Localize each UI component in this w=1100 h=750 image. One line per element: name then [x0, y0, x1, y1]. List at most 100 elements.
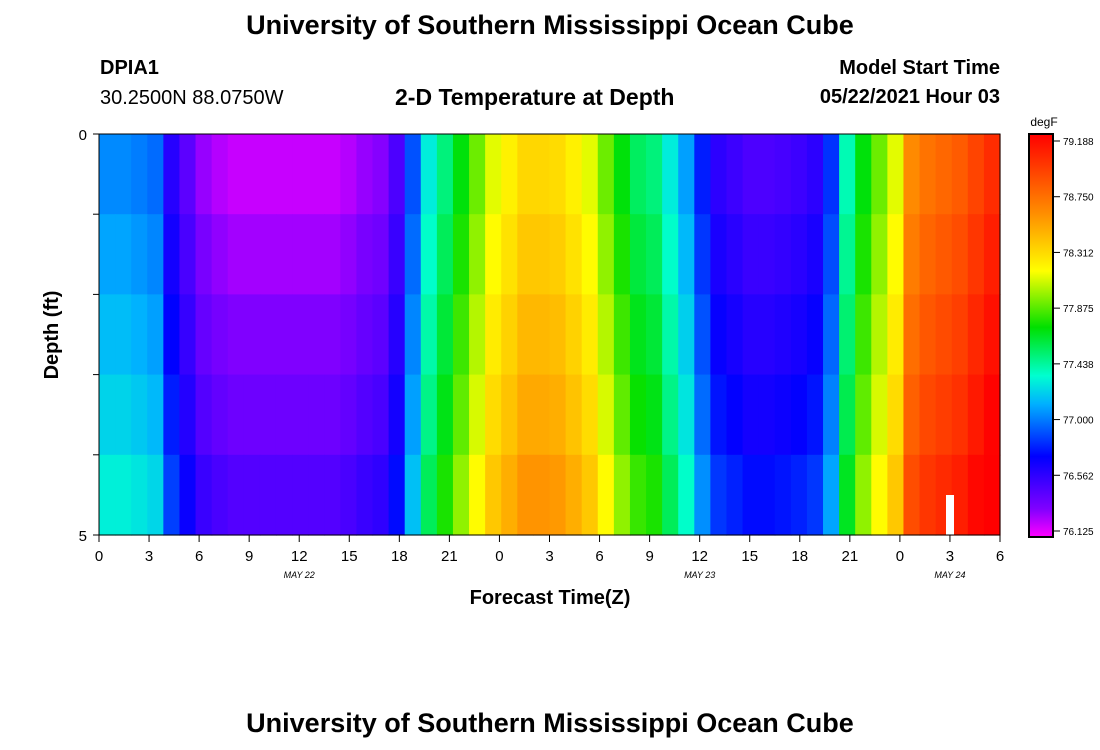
heatmap-cell: [469, 294, 486, 376]
heatmap-cell: [887, 214, 905, 295]
heatmap-cell: [469, 454, 486, 536]
heatmap-cell: [340, 454, 358, 536]
heatmap-cell: [790, 454, 808, 536]
heatmap-cell: [774, 374, 792, 456]
heatmap-cell: [420, 294, 438, 376]
x-date-label: MAY 23: [684, 570, 715, 580]
heatmap-cell: [485, 374, 502, 456]
heatmap-cell: [131, 214, 148, 295]
heatmap-cell: [372, 134, 390, 215]
heatmap-cell: [308, 134, 325, 215]
heatmap-cell: [195, 454, 213, 536]
heatmap-cell: [275, 454, 293, 536]
heatmap-cell: [275, 374, 293, 456]
heatmap-cell: [372, 214, 390, 295]
heatmap-cell: [356, 454, 374, 536]
heatmap-cell: [823, 454, 840, 536]
heatmap-cell: [967, 294, 985, 376]
heatmap-cell: [163, 134, 181, 215]
colorbar-tick-label: 78.750: [1063, 193, 1094, 204]
heatmap-cell: [806, 374, 824, 456]
x-tick-label: 3: [145, 548, 153, 565]
heatmap-cell: [855, 454, 872, 536]
heatmap-cell: [919, 374, 937, 456]
heatmap-cell: [340, 374, 358, 456]
heatmap-cell: [179, 294, 197, 376]
heatmap-cell: [726, 374, 744, 456]
heatmap-cell: [388, 134, 406, 215]
heatmap-cell: [597, 134, 615, 215]
heatmap-cell: [919, 134, 937, 215]
heatmap-cell: [839, 294, 856, 376]
heatmap-cell: [662, 134, 679, 215]
station-id: DPIA1: [100, 57, 159, 79]
colorbar-tick-label: 77.875: [1063, 304, 1094, 315]
heatmap-cell: [388, 214, 406, 295]
x-tick-label: 12: [691, 548, 708, 565]
heatmap-cell: [919, 454, 937, 536]
heatmap-cell: [517, 374, 535, 456]
heatmap-cell: [565, 294, 583, 376]
heatmap-cell: [436, 214, 454, 295]
colorbar-unit: degF: [1030, 115, 1057, 129]
heatmap-cell: [259, 134, 277, 215]
heatmap-cell: [646, 294, 663, 376]
x-tick-label: 18: [391, 548, 408, 565]
heatmap-cell: [694, 374, 711, 456]
x-tick-label: 9: [245, 548, 253, 565]
heatmap-cell: [115, 294, 132, 376]
heatmap-cell: [806, 294, 824, 376]
x-axis: 0 3 6 9 12 15 18 21 0 3 6 9 12 15 18 21 0 3 6 MAY 22 MAY 23 M…: [95, 535, 1004, 580]
heatmap-cell: [243, 454, 261, 536]
heatmap-cell: [243, 134, 261, 215]
colorbar-tick-label: 78.312: [1063, 248, 1094, 259]
heatmap-cell: [871, 374, 888, 456]
heatmap-cell: [710, 374, 728, 456]
heatmap-cell: [790, 134, 808, 215]
heatmap-cell: [790, 294, 808, 376]
heatmap-cell: [163, 214, 181, 295]
heatmap-cell: [871, 214, 888, 295]
colorbar-tick-label: 77.438: [1063, 360, 1094, 371]
heatmap-cell: [99, 454, 116, 536]
heatmap-cell: [565, 214, 583, 295]
heatmap-cell: [420, 374, 438, 456]
heatmap-cell: [469, 374, 486, 456]
heatmap-cell: [388, 454, 406, 536]
heatmap-cell: [404, 134, 422, 215]
x-tick-label: 21: [441, 548, 458, 565]
heatmap-cell: [758, 214, 776, 295]
heatmap-cell: [629, 294, 647, 376]
heatmap-cell: [613, 454, 631, 536]
heatmap-cell: [983, 294, 1001, 376]
heatmap-cell: [452, 454, 470, 536]
heatmap-cell: [887, 374, 905, 456]
heatmap-cell: [597, 294, 615, 376]
heatmap-cell: [726, 454, 744, 536]
heatmap-cell: [115, 214, 132, 295]
heatmap-cell: [292, 454, 309, 536]
heatmap-cell: [372, 374, 390, 456]
heatmap-cell: [983, 134, 1001, 215]
heatmap-cell: [935, 134, 953, 215]
heatmap-cell: [694, 134, 711, 215]
heatmap-cell: [983, 454, 1001, 536]
colorbar-ticks: 79.188 78.750 78.312 77.875 77.438 77.000 76.5…: [1053, 137, 1094, 538]
heatmap-cell: [887, 454, 905, 536]
heatmap-cell: [871, 134, 888, 215]
heatmap-cell: [452, 294, 470, 376]
heatmap-cell: [501, 134, 518, 215]
heatmap-cell: [903, 454, 921, 536]
heatmap-cell: [227, 214, 245, 295]
x-tick-label: 3: [545, 548, 553, 565]
heatmap-cell: [629, 134, 647, 215]
heatmap-cell: [951, 374, 969, 456]
heatmap-cell: [774, 214, 792, 295]
heatmap-cell: [372, 294, 390, 376]
heatmap-cell: [549, 374, 567, 456]
heatmap-cell: [517, 214, 535, 295]
heatmap-cell: [694, 454, 711, 536]
heatmap-cell: [581, 454, 599, 536]
heatmap-cell: [806, 454, 824, 536]
heatmap-cell: [919, 294, 937, 376]
